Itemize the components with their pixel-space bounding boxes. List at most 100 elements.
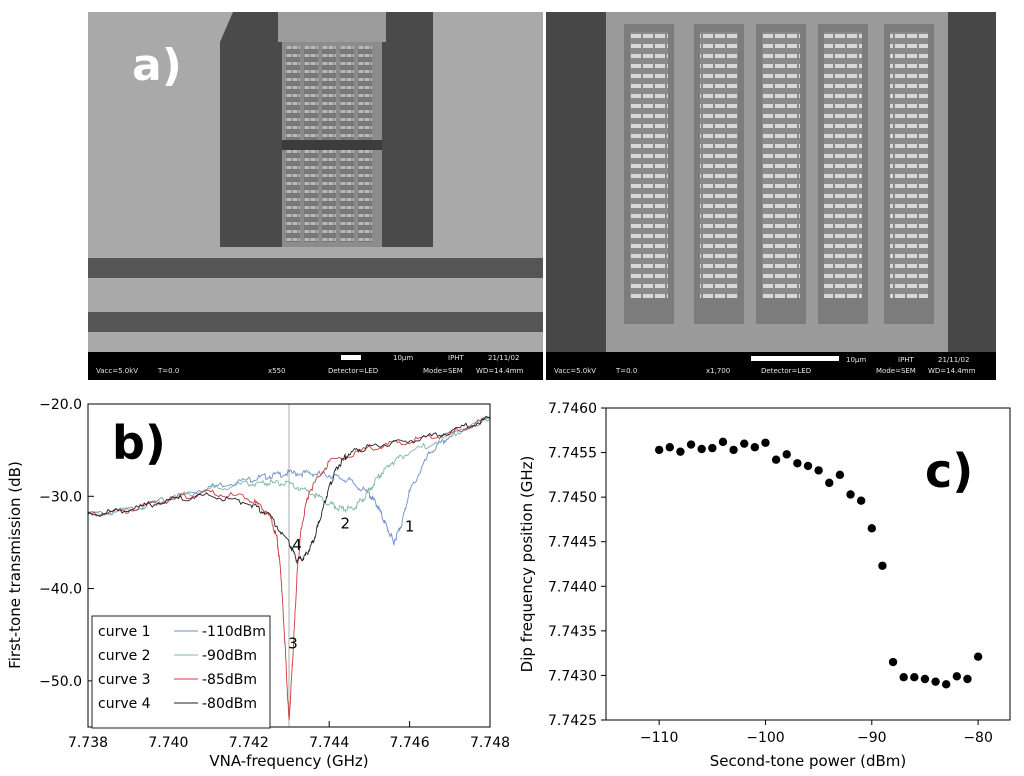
chart-b-legend-value: -110dBm bbox=[202, 624, 266, 640]
chart-b-annotation-4: 4 bbox=[292, 536, 302, 554]
chart-c-point bbox=[814, 466, 823, 475]
chart-c-point bbox=[899, 673, 908, 682]
chart-c-point bbox=[729, 445, 738, 455]
sem-right-image: Vacc=5.0kV T=0.0 x1,700 Detector=LED Mod… bbox=[546, 12, 996, 380]
chart-b-annotation-2: 2 bbox=[341, 515, 351, 533]
chart-c-point bbox=[782, 450, 791, 459]
sem-left-info-1: T=0.0 bbox=[157, 367, 179, 375]
sem-right-info-2: x1,700 bbox=[706, 367, 730, 375]
chart-c-point bbox=[856, 496, 866, 505]
sem-right-fingers bbox=[624, 24, 934, 324]
chart-b-legend-value: -85dBm bbox=[202, 672, 257, 688]
sem-right-info-1: T=0.0 bbox=[615, 367, 637, 375]
sem-left-info-5: WD=14.4mm bbox=[476, 367, 524, 375]
chart-c-plot-frame bbox=[605, 407, 1011, 721]
chart-c-point bbox=[697, 444, 706, 454]
sem-left-image: Vacc=5.0kV T=0.0 x550 Detector=LED Mode=… bbox=[88, 12, 543, 380]
chart-c-point bbox=[952, 672, 962, 681]
chart-b-ytick-label: −40.0 bbox=[39, 582, 82, 598]
chart-c-point bbox=[963, 674, 972, 684]
sem-right-info-5: WD=14.4mm bbox=[928, 367, 976, 375]
chart-c-ytick-label: 7.7440 bbox=[548, 579, 597, 595]
chart-c-point bbox=[920, 674, 930, 684]
chart-b-series-curve-1 bbox=[87, 417, 491, 547]
chart-b-xtick-label: 7.740 bbox=[148, 735, 188, 751]
chart-c-point bbox=[910, 673, 919, 682]
sem-right-info-0: Vacc=5.0kV bbox=[554, 367, 596, 375]
chart-c-ytick-label: 7.7445 bbox=[548, 535, 597, 551]
chart-b-ylabel: First-tone transmission (dB) bbox=[6, 461, 24, 669]
chart-c-point bbox=[771, 455, 781, 464]
chart-b-xlabel: VNA-frequency (GHz) bbox=[209, 752, 368, 770]
chart-c-ytick-label: 7.7450 bbox=[548, 490, 597, 506]
chart-c: −110 −100 −90 −80 7.7425 7.7430 7.7435 7.7440 7.… bbox=[518, 401, 1011, 770]
chart-c-ytick-label: 7.7435 bbox=[548, 624, 597, 640]
chart-b-legend-name: curve 1 bbox=[98, 624, 151, 640]
chart-b-legend-name: curve 3 bbox=[98, 672, 151, 688]
chart-c-point bbox=[740, 439, 749, 448]
sem-right-date: 21/11/02 bbox=[938, 356, 969, 364]
sem-right-info: Vacc=5.0kV T=0.0 x1,700 Detector=LED Mod… bbox=[554, 356, 976, 375]
sem-left-scale: 10μm bbox=[393, 354, 413, 362]
sem-right-scale: 10μm bbox=[846, 356, 866, 364]
chart-c-point bbox=[867, 524, 876, 533]
chart-b-xtick-label: 7.746 bbox=[390, 735, 430, 751]
chart-c-ytick-label: 7.7425 bbox=[548, 713, 597, 729]
chart-b-xtick-label: 7.748 bbox=[470, 735, 510, 751]
sem-left-info-0: Vacc=5.0kV bbox=[96, 367, 138, 375]
chart-c-xtick-label: −110 bbox=[640, 730, 678, 746]
chart-c-ylabel: Dip frequency position (GHz) bbox=[518, 456, 536, 673]
panel-b-label: b) bbox=[112, 416, 166, 470]
chart-c-ytick-label: 7.7455 bbox=[548, 446, 597, 462]
sem-left-info-3: Detector=LED bbox=[328, 367, 378, 375]
chart-c-point bbox=[888, 657, 898, 667]
chart-b-annotation-3: 3 bbox=[288, 635, 298, 653]
chart-c-point bbox=[973, 652, 983, 661]
chart-c-point bbox=[803, 461, 813, 471]
chart-c-point bbox=[654, 445, 664, 455]
chart-b-xtick-label: 7.738 bbox=[68, 735, 108, 751]
chart-c-point bbox=[761, 438, 770, 447]
chart-c-point bbox=[825, 478, 834, 488]
chart-c-xlabel: Second-tone power (dBm) bbox=[710, 752, 906, 770]
chart-c-point bbox=[750, 443, 760, 452]
sem-left-info-2: x550 bbox=[268, 367, 286, 375]
chart-b-series-curve-3 bbox=[87, 416, 491, 721]
sem-right-info-4: Mode=SEM bbox=[876, 367, 916, 375]
chart-c-point bbox=[793, 459, 802, 468]
chart-b-legend-name: curve 4 bbox=[98, 696, 151, 712]
chart-c-ytick-label: 7.7460 bbox=[548, 401, 597, 417]
chart-c-ytick-label: 7.7430 bbox=[548, 668, 597, 684]
chart-b-legend-value: -80dBm bbox=[202, 696, 257, 712]
chart-b-series-curve-4 bbox=[87, 415, 491, 565]
chart-c-point bbox=[718, 437, 728, 447]
chart-c-point bbox=[846, 490, 855, 499]
sem-left-org: IPHT bbox=[448, 354, 465, 362]
chart-c-point bbox=[942, 680, 951, 689]
chart-b-legend-name: curve 2 bbox=[98, 648, 151, 664]
sem-right-info-3: Detector=LED bbox=[761, 367, 811, 375]
chart-c-point bbox=[708, 443, 717, 453]
chart-b-legend-box bbox=[91, 615, 271, 729]
sem-left-date: 21/11/02 bbox=[488, 354, 519, 362]
sem-left-info: Vacc=5.0kV T=0.0 x550 Detector=LED Mode=… bbox=[96, 354, 524, 375]
chart-b-series-curve-2 bbox=[87, 416, 491, 518]
chart-b-ytick-label: −50.0 bbox=[39, 674, 82, 690]
panel-c-label: c) bbox=[925, 444, 974, 498]
chart-c-point bbox=[665, 443, 674, 452]
chart-b-annotation-1: 1 bbox=[405, 517, 415, 535]
sem-images: Vacc=5.0kV T=0.0 x550 Detector=LED Mode=… bbox=[88, 12, 996, 380]
chart-c-point bbox=[835, 470, 845, 480]
chart-c-point bbox=[686, 440, 696, 449]
sem-left-info-4: Mode=SEM bbox=[423, 367, 463, 375]
chart-c-point bbox=[676, 447, 685, 456]
chart-b-xtick-label: 7.742 bbox=[229, 735, 269, 751]
chart-c-xtick-label: −90 bbox=[857, 730, 887, 746]
chart-c-point bbox=[878, 561, 887, 570]
sem-right-org: IPHT bbox=[898, 356, 915, 364]
chart-b-ytick-label: −20.0 bbox=[39, 397, 82, 413]
chart-c-xtick-label: −80 bbox=[963, 730, 993, 746]
chart-c-xtick-label: −100 bbox=[746, 730, 784, 746]
chart-b: 7.738 7.740 7.742 7.744 7.746 7.748 −50.0 −40.0… bbox=[6, 397, 510, 770]
chart-b-ytick-label: −30.0 bbox=[39, 489, 82, 505]
